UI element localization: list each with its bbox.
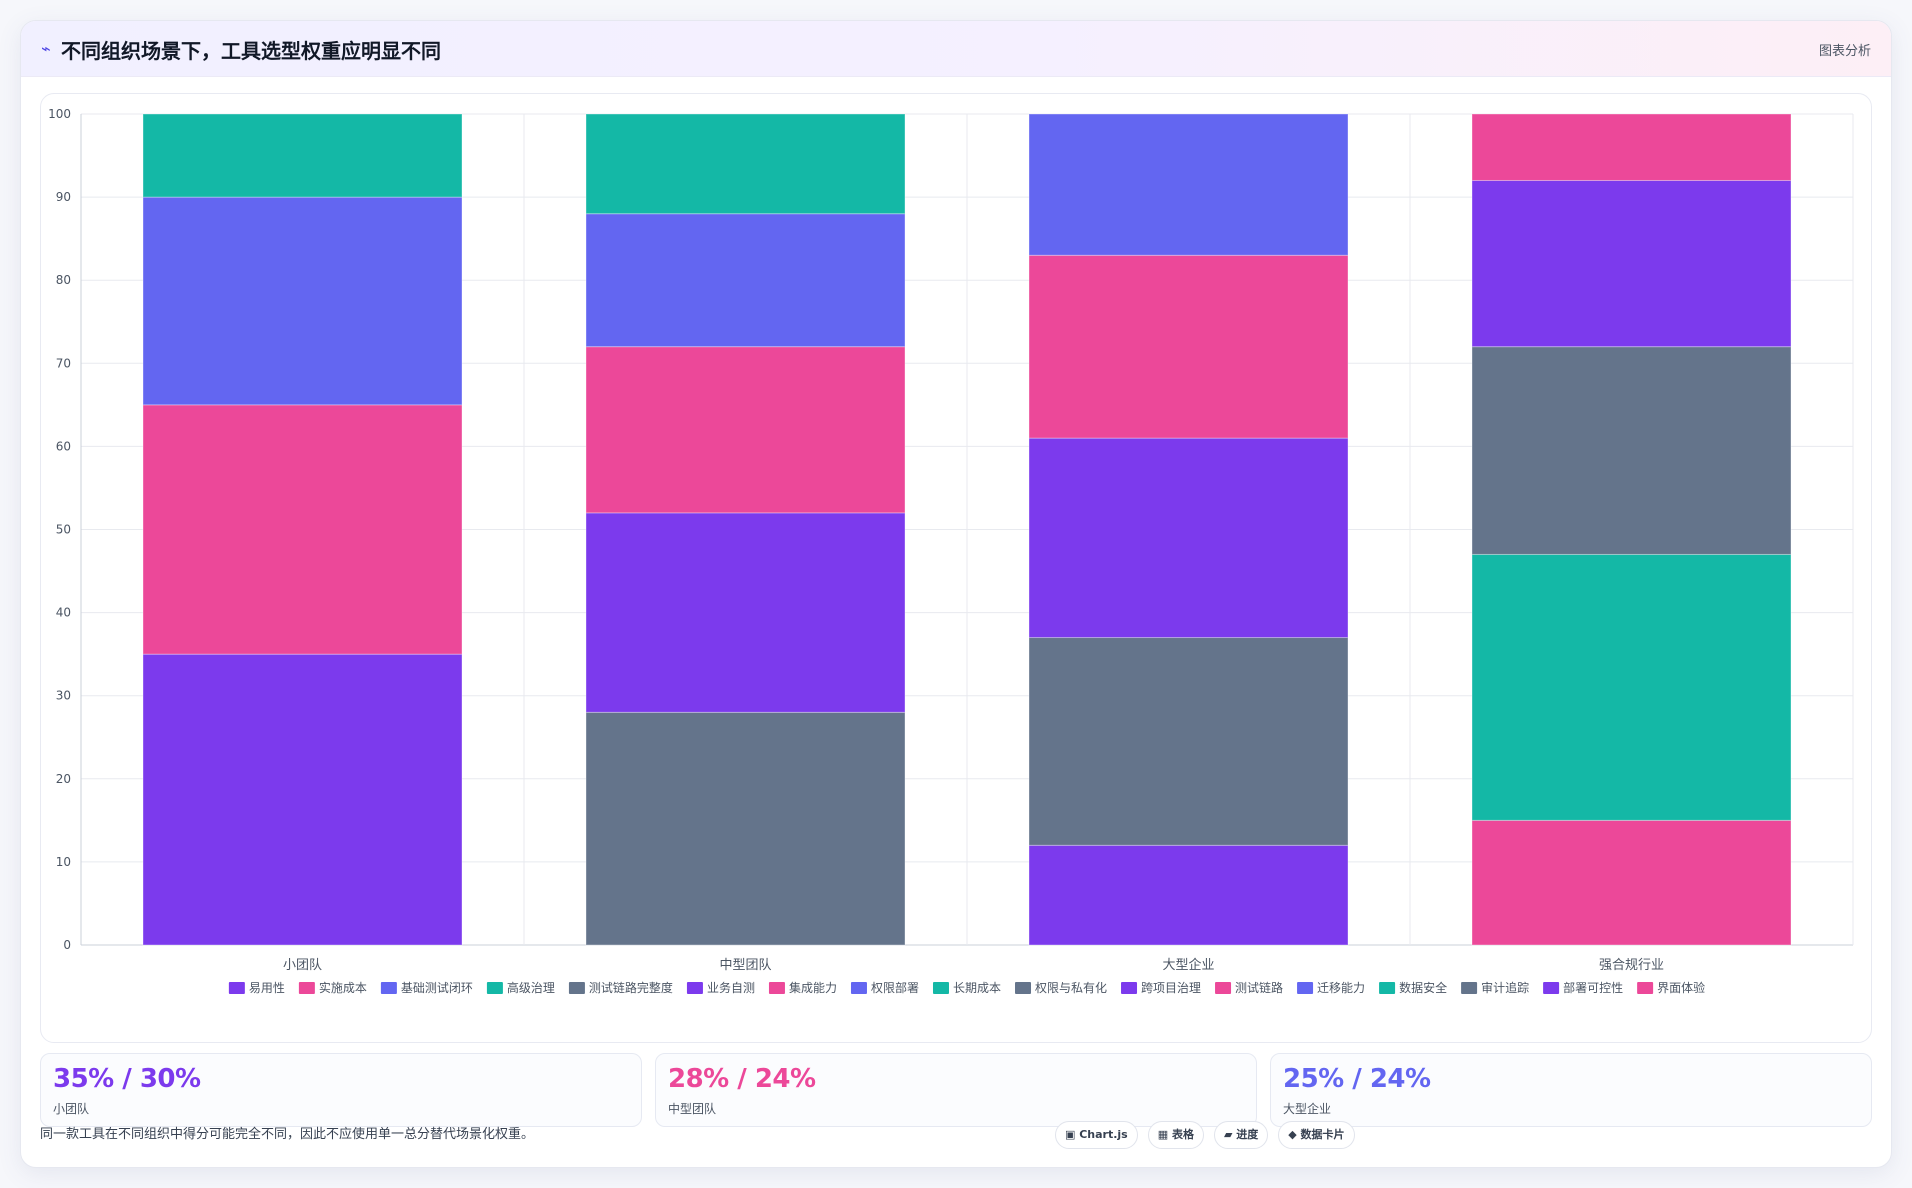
bar-segment bbox=[1471, 179, 1792, 348]
y-tick-label: 80 bbox=[56, 273, 71, 287]
bar-segment bbox=[1028, 844, 1349, 946]
kpi-value: 28% / 24% bbox=[668, 1064, 816, 1094]
legend-swatch bbox=[1379, 982, 1396, 994]
kpi-label: 小团队 bbox=[53, 1102, 90, 1116]
legend-swatch bbox=[1215, 982, 1232, 994]
kpi-card-small-team: 35% / 30% 小团队 bbox=[40, 1053, 642, 1127]
kpi-value: 25% / 24% bbox=[1283, 1064, 1431, 1094]
bar-segment bbox=[585, 711, 906, 946]
header-tag: 图表分析 bbox=[1818, 44, 1871, 59]
legend-label: 界面体验 bbox=[1657, 980, 1705, 995]
bar-segment bbox=[1471, 113, 1792, 181]
legend-label: 集成能力 bbox=[789, 980, 837, 995]
x-tick-label: 强合规行业 bbox=[1599, 958, 1664, 973]
legend-swatch bbox=[686, 982, 703, 994]
y-tick-label: 60 bbox=[56, 439, 71, 453]
legend-label: 测试链路完整度 bbox=[589, 980, 673, 995]
card-header: ⌁ 不同组织场景下，工具选型权重应明显不同 图表分析 bbox=[21, 21, 1891, 77]
page-title: 不同组织场景下，工具选型权重应明显不同 bbox=[61, 39, 441, 63]
legend-label: 实施成本 bbox=[319, 980, 367, 995]
legend-swatch bbox=[380, 982, 397, 994]
x-tick-label: 小团队 bbox=[283, 958, 322, 973]
legend-swatch bbox=[1461, 982, 1478, 994]
y-tick-label: 50 bbox=[56, 523, 71, 537]
chip-data-card[interactable]: ◆ 数据卡片 bbox=[1278, 1121, 1355, 1149]
legend-label: 部署可控性 bbox=[1563, 980, 1623, 995]
feature-chips: ▣ Chart.js ▦ 表格 ▰ 进度 ◆ 数据卡片 bbox=[1055, 1121, 1355, 1149]
legend-label: 长期成本 bbox=[953, 981, 1001, 995]
chip-progress[interactable]: ▰ 进度 bbox=[1213, 1121, 1269, 1149]
chart-panel: 0 10 20 30 40 50 60 70 80 90 100 小团队 中型团队 大型企业 强合规行业易用… bbox=[40, 93, 1872, 1043]
bar-segment bbox=[1028, 113, 1349, 256]
legend-label: 权限部署 bbox=[871, 980, 919, 995]
legend-swatch bbox=[1297, 982, 1314, 994]
footnote: 同一款工具在不同组织中得分可能完全不同，因此不应使用单一总分替代场景化权重。 bbox=[40, 1127, 535, 1142]
y-tick-label: 70 bbox=[56, 356, 71, 370]
legend-label: 审计追踪 bbox=[1481, 980, 1529, 995]
y-tick-label: 30 bbox=[56, 689, 71, 703]
legend-label: 业务自测 bbox=[707, 980, 755, 995]
y-tick-label: 20 bbox=[56, 772, 71, 786]
legend-swatch bbox=[768, 982, 785, 994]
legend-label: 跨项目治理 bbox=[1141, 981, 1201, 995]
pulse-icon: ⌁ bbox=[41, 39, 51, 58]
bar-segment bbox=[585, 512, 906, 713]
legend-label: 数据安全 bbox=[1399, 980, 1447, 995]
legend-swatch bbox=[1121, 982, 1138, 994]
y-tick-label: 0 bbox=[63, 938, 71, 952]
legend-swatch bbox=[932, 982, 949, 994]
stacked-bar-chart: 0 10 20 30 40 50 60 70 80 90 100 小团队 中型团队 大型企业 强合规行业易用… bbox=[48, 107, 1854, 995]
bar-segment bbox=[1028, 637, 1349, 846]
y-tick-label: 10 bbox=[56, 855, 71, 869]
legend-swatch bbox=[1543, 982, 1560, 994]
legend-swatch bbox=[486, 982, 503, 994]
kpi-card-enterprise: 25% / 24% 大型企业 bbox=[1270, 1053, 1872, 1127]
legend-label: 迁移能力 bbox=[1317, 981, 1365, 995]
bar-segment bbox=[585, 213, 906, 348]
bar-segment bbox=[142, 113, 463, 198]
bar-segment bbox=[1028, 254, 1349, 439]
x-tick-label: 大型企业 bbox=[1162, 957, 1214, 973]
legend-label: 易用性 bbox=[249, 981, 285, 995]
bar-segment bbox=[585, 346, 906, 514]
legend-label: 测试链路 bbox=[1235, 980, 1283, 995]
legend-swatch bbox=[298, 982, 315, 994]
bar-segment bbox=[142, 653, 463, 946]
kpi-card-mid-team: 28% / 24% 中型团队 bbox=[655, 1053, 1257, 1127]
kpi-value: 35% / 30% bbox=[53, 1064, 201, 1094]
y-tick-label: 40 bbox=[56, 606, 71, 620]
bar-segment bbox=[585, 113, 906, 215]
bar-segment bbox=[1471, 553, 1792, 821]
legend-label: 高级治理 bbox=[507, 980, 555, 995]
report-card: ⌁ 不同组织场景下，工具选型权重应明显不同 图表分析 0 10 20 30 40 50 60… bbox=[20, 20, 1892, 1168]
legend-swatch bbox=[1637, 982, 1654, 994]
legend-label: 基础测试闭环 bbox=[401, 980, 473, 995]
kpi-label: 中型团队 bbox=[668, 1102, 717, 1116]
y-tick-label: 90 bbox=[56, 190, 71, 204]
bar-segment bbox=[142, 404, 463, 655]
x-tick-label: 中型团队 bbox=[719, 958, 771, 973]
legend-swatch bbox=[228, 982, 245, 994]
y-tick-label: 100 bbox=[48, 107, 71, 121]
legend-swatch bbox=[568, 982, 585, 994]
kpi-label: 大型企业 bbox=[1283, 1102, 1332, 1116]
chip-chartjs[interactable]: ▣ Chart.js bbox=[1055, 1121, 1138, 1149]
legend-label: 权限与私有化 bbox=[1035, 981, 1107, 995]
bar-segment bbox=[1028, 437, 1349, 639]
bar-segment bbox=[1471, 819, 1792, 946]
legend-swatch bbox=[850, 982, 867, 994]
chip-table[interactable]: ▦ 表格 bbox=[1147, 1121, 1204, 1149]
legend-swatch bbox=[1015, 982, 1032, 994]
bar-segment bbox=[1471, 346, 1792, 555]
bar-segment bbox=[142, 196, 463, 406]
